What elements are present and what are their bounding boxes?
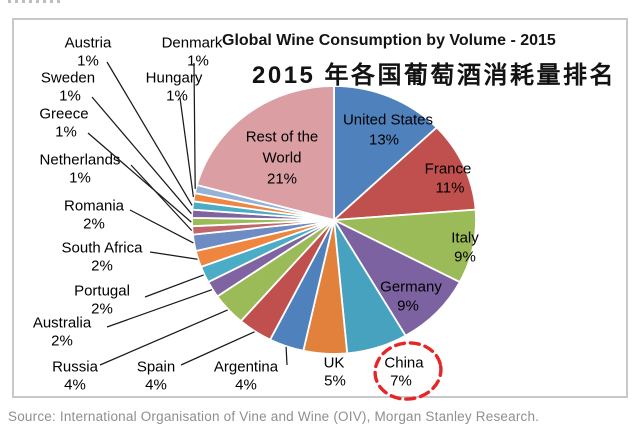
leader-line-argentina (285, 346, 288, 366)
highlight-dashed-ellipse (373, 341, 443, 401)
slice-label-china: China (384, 355, 424, 372)
slice-pct-denmark: 1% (187, 53, 209, 70)
leader-line-denmark (193, 62, 196, 189)
slice-label-austria: Austria (65, 35, 112, 52)
slice-pct-france: 11% (436, 180, 465, 197)
slice-pct-spain: 4% (145, 377, 167, 394)
slice-label-germany: Germany (380, 279, 442, 296)
slice-pct-greece: 1% (55, 124, 77, 141)
slice-label-netherlands: Netherlands (40, 152, 121, 169)
slice-pct-south-africa: 2% (91, 258, 113, 275)
slice-label-united-states: United States (343, 112, 433, 129)
slice-label-spain: Spain (137, 359, 175, 376)
slice-pct-russia: 4% (64, 377, 86, 394)
chart-title: Global Wine Consumption by Volume - 2015 (222, 32, 556, 49)
leader-line-austria (106, 61, 193, 206)
slice-pct-germany: 9% (397, 298, 419, 315)
slice-label-rest-of-the-world-line2: World (263, 150, 302, 167)
leader-line-hungary (179, 97, 195, 198)
slice-label-russia: Russia (52, 359, 99, 376)
pie-slice-germany (333, 219, 461, 337)
slice-label-rest-of-the-world-line1: Rest of the (246, 129, 319, 146)
slice-pct-rest-of-the-world: 21% (267, 171, 297, 188)
slice-pct-netherlands: 1% (69, 170, 91, 187)
source-note: Source: International Organisation of Vi… (8, 409, 540, 424)
slice-pct-austria: 1% (77, 53, 99, 70)
pie-slice-rest-of-the-world (196, 85, 335, 221)
slice-label-south-africa: South Africa (62, 240, 144, 257)
slice-pct-italy: 9% (454, 249, 476, 266)
slice-pct-sweden: 1% (59, 88, 81, 105)
slice-label-australia: Australia (33, 315, 92, 332)
slice-pct-portugal: 2% (91, 301, 113, 318)
leader-line-south-africa (149, 251, 198, 260)
slice-pct-uk: 5% (324, 373, 346, 390)
chart-subtitle-chinese: 2015 年各国葡萄酒消耗量排名 (252, 62, 617, 89)
slice-label-italy: Italy (451, 230, 479, 247)
leader-line-portugal (144, 274, 204, 298)
slice-label-argentina: Argentina (214, 359, 279, 376)
slice-pct-australia: 2% (51, 333, 73, 350)
slice-pct-united-states: 13% (369, 132, 399, 149)
leader-line-australia (106, 289, 213, 328)
cropped-text-fragment (8, 0, 60, 3)
slice-label-romania: Romania (64, 198, 125, 215)
slice-pct-hungary: 1% (166, 88, 188, 105)
pie-slice-france (333, 126, 477, 221)
slice-label-denmark: Denmark (162, 35, 223, 52)
leader-line-russia (99, 309, 228, 366)
slice-pct-china: 7% (390, 373, 412, 390)
leader-line-greece (87, 132, 192, 223)
slice-label-hungary: Hungary (146, 70, 203, 87)
pie-slice-italy (333, 208, 477, 283)
leader-line-netherlands (130, 164, 193, 231)
slice-pct-argentina: 4% (235, 377, 257, 394)
slice-label-portugal: Portugal (74, 283, 130, 300)
leader-line-romania (129, 209, 194, 244)
slice-label-uk: UK (324, 355, 345, 372)
pie-slice-united-states (333, 85, 438, 221)
slice-label-sweden: Sweden (41, 70, 95, 87)
leader-line-spain (180, 331, 255, 366)
leader-line-sweden (91, 96, 192, 215)
slice-label-greece: Greece (39, 106, 88, 123)
slice-pct-romania: 2% (83, 216, 105, 233)
slice-label-france: France (425, 161, 472, 178)
